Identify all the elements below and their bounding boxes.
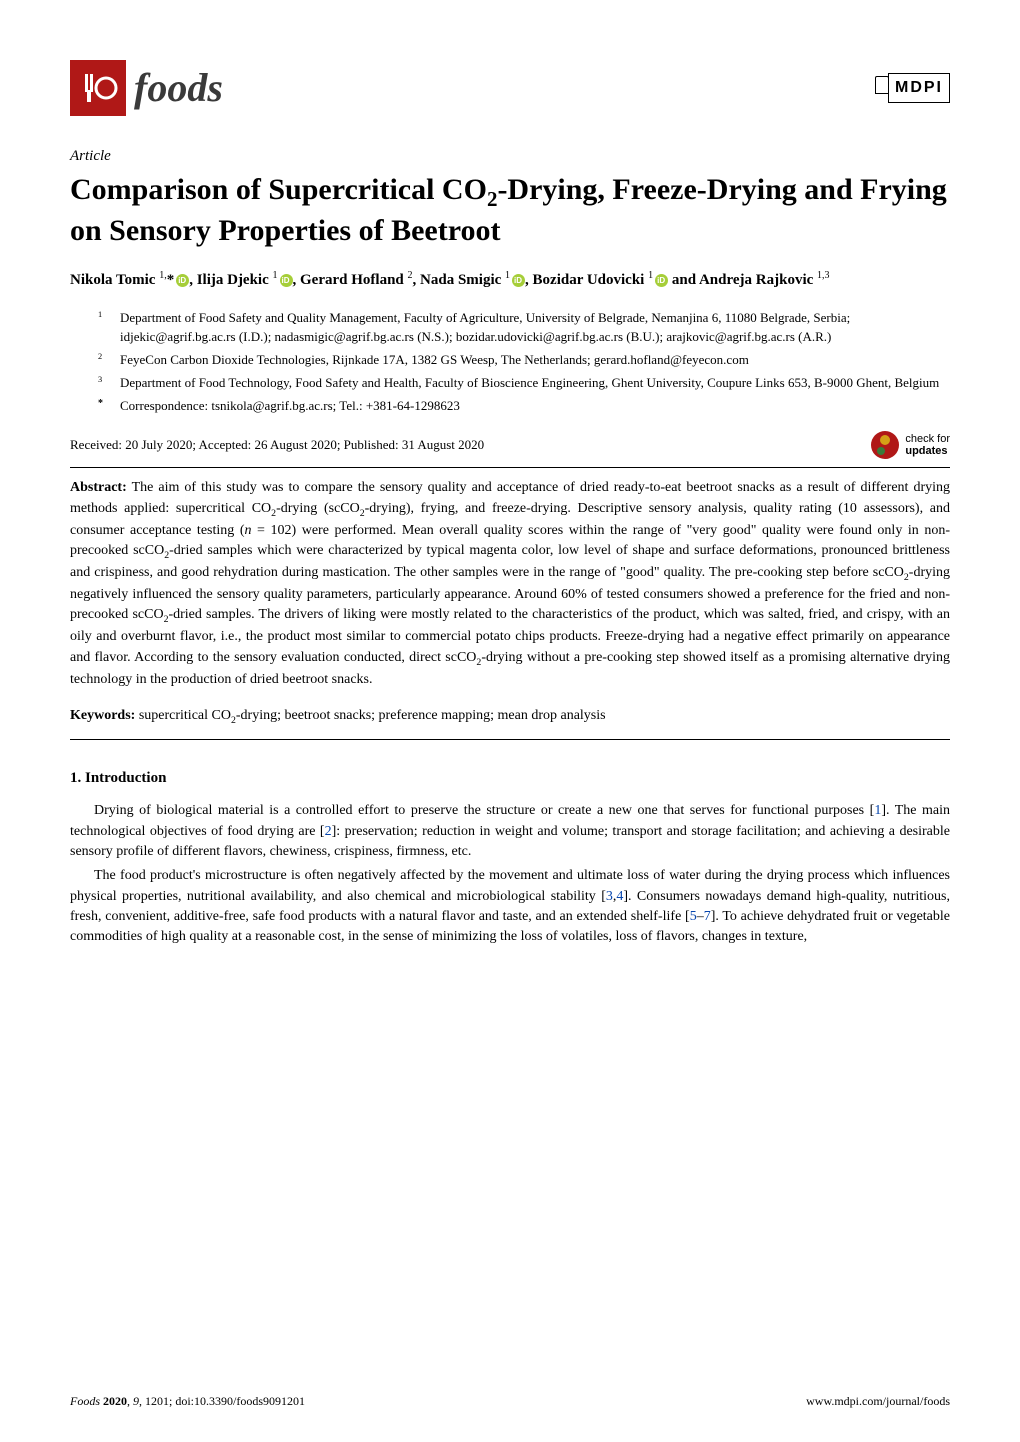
header-row: foods MDPI bbox=[70, 60, 950, 116]
journal-name: foods bbox=[134, 60, 223, 116]
keywords: Keywords: supercritical CO2-drying; beet… bbox=[70, 706, 950, 728]
check-updates-label: check for updates bbox=[905, 433, 950, 457]
keywords-label: Keywords: bbox=[70, 708, 135, 723]
keywords-text: supercritical CO2-drying; beetroot snack… bbox=[139, 708, 606, 723]
body-paragraph: The food product's microstructure is oft… bbox=[70, 866, 950, 947]
affiliation-item: 3 Department of Food Technology, Food Sa… bbox=[98, 374, 950, 393]
abstract: Abstract: The aim of this study was to c… bbox=[70, 478, 950, 689]
divider bbox=[70, 467, 950, 468]
journal-logo: foods bbox=[70, 60, 223, 116]
article-title: Comparison of Supercritical CO2-Drying, … bbox=[70, 171, 950, 250]
affiliation-number: * bbox=[98, 397, 120, 416]
abstract-label: Abstract: bbox=[70, 480, 127, 495]
page-footer: Foods 2020, 9, 1201; doi:10.3390/foods90… bbox=[70, 1393, 950, 1410]
body-paragraph: Drying of biological material is a contr… bbox=[70, 801, 950, 862]
affiliation-item: * Correspondence: tsnikola@agrif.bg.ac.r… bbox=[98, 397, 950, 416]
affiliation-text: FeyeCon Carbon Dioxide Technologies, Rij… bbox=[120, 351, 749, 370]
affiliations: 1 Department of Food Safety and Quality … bbox=[98, 309, 950, 415]
crossmark-icon bbox=[871, 431, 899, 459]
affiliation-item: 1 Department of Food Safety and Quality … bbox=[98, 309, 950, 347]
article-type: Article bbox=[70, 146, 950, 167]
footer-url: www.mdpi.com/journal/foods bbox=[806, 1393, 950, 1410]
authors-list: Nikola Tomic 1,*, Ilija Djekic 1, Gerard… bbox=[70, 268, 950, 292]
check-updates-link[interactable]: check for updates bbox=[871, 431, 950, 459]
fork-plate-icon bbox=[70, 60, 126, 116]
divider bbox=[70, 739, 950, 740]
dates-row: Received: 20 July 2020; Accepted: 26 Aug… bbox=[70, 431, 950, 459]
correspondence-text: Correspondence: tsnikola@agrif.bg.ac.rs;… bbox=[120, 397, 460, 416]
affiliation-number: 3 bbox=[98, 374, 120, 393]
publisher-logo: MDPI bbox=[888, 73, 950, 103]
publication-dates: Received: 20 July 2020; Accepted: 26 Aug… bbox=[70, 436, 484, 454]
affiliation-number: 1 bbox=[98, 309, 120, 347]
affiliation-number: 2 bbox=[98, 351, 120, 370]
section-heading-introduction: 1. Introduction bbox=[70, 768, 950, 789]
abstract-text: The aim of this study was to compare the… bbox=[70, 480, 950, 686]
affiliation-item: 2 FeyeCon Carbon Dioxide Technologies, R… bbox=[98, 351, 950, 370]
affiliation-text: Department of Food Technology, Food Safe… bbox=[120, 374, 939, 393]
footer-citation: Foods 2020, 9, 1201; doi:10.3390/foods90… bbox=[70, 1393, 305, 1410]
affiliation-text: Department of Food Safety and Quality Ma… bbox=[120, 309, 950, 347]
